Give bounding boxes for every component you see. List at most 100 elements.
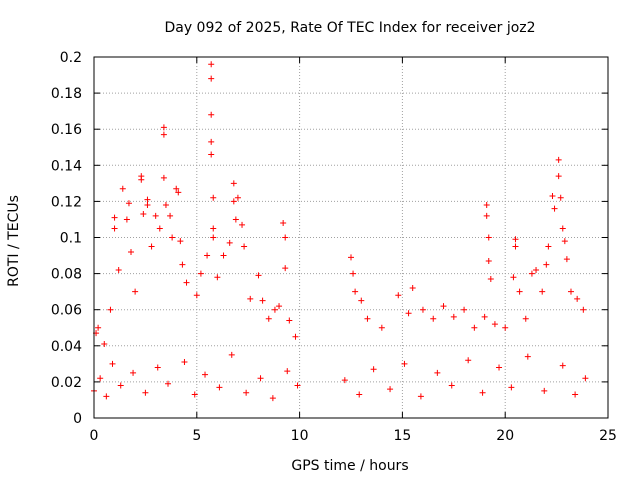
- data-point: [117, 382, 124, 389]
- data-point: [140, 211, 147, 218]
- data-point: [111, 225, 118, 232]
- data-point: [154, 364, 161, 371]
- data-point: [417, 393, 424, 400]
- data-point: [144, 202, 151, 209]
- data-point: [405, 310, 412, 317]
- data-point: [204, 252, 211, 259]
- data-point: [419, 306, 426, 313]
- data-point: [130, 369, 137, 376]
- data-point: [541, 387, 548, 394]
- data-point: [165, 380, 172, 387]
- y-tick-label: 0: [73, 411, 82, 427]
- data-point: [214, 274, 221, 281]
- data-point: [210, 234, 217, 241]
- data-point: [561, 238, 568, 245]
- data-point: [173, 185, 180, 192]
- data-point: [356, 391, 363, 398]
- data-point: [559, 225, 566, 232]
- data-point: [230, 180, 237, 187]
- data-points: [91, 61, 589, 402]
- tick-labels: 0 5 10 15 20 25 0 0.02 0.04 0.06 0.08 0.1 0.12 0.14 0.…: [51, 50, 617, 444]
- y-tick-label: 0.14: [51, 158, 82, 174]
- data-point: [294, 382, 301, 389]
- data-point: [208, 75, 215, 82]
- data-point: [479, 389, 486, 396]
- data-point: [226, 239, 233, 246]
- data-point: [167, 212, 174, 219]
- data-point: [522, 315, 529, 322]
- data-point: [533, 266, 540, 273]
- data-point: [123, 216, 130, 223]
- data-point: [430, 315, 437, 322]
- data-point: [183, 279, 190, 286]
- data-point: [341, 377, 348, 384]
- data-point: [512, 243, 519, 250]
- y-tick-label: 0.04: [51, 339, 82, 355]
- data-point: [259, 297, 266, 304]
- data-point: [516, 288, 523, 295]
- data-point: [210, 225, 217, 232]
- data-point: [502, 324, 509, 331]
- data-point: [481, 313, 488, 320]
- data-point: [208, 111, 215, 118]
- data-point: [387, 386, 394, 393]
- data-point: [284, 368, 291, 375]
- data-point: [496, 364, 503, 371]
- data-point: [580, 306, 587, 313]
- x-tick-label: 25: [599, 428, 617, 444]
- data-point: [555, 156, 562, 163]
- data-point: [234, 194, 241, 201]
- data-point: [95, 324, 102, 331]
- data-point: [512, 236, 519, 243]
- data-point: [276, 303, 283, 310]
- data-point: [220, 252, 227, 259]
- data-point: [524, 353, 531, 360]
- data-point: [160, 174, 167, 181]
- data-point: [483, 202, 490, 209]
- y-tick-label: 0.2: [60, 50, 82, 66]
- data-point: [197, 270, 204, 277]
- data-point: [148, 243, 155, 250]
- data-point: [97, 375, 104, 382]
- data-point: [378, 324, 385, 331]
- y-tick-label: 0.18: [51, 86, 82, 102]
- data-point: [144, 196, 151, 203]
- x-tick-label: 15: [393, 428, 411, 444]
- data-point: [448, 382, 455, 389]
- data-point: [434, 369, 441, 376]
- y-tick-label: 0.1: [60, 231, 82, 247]
- data-point: [138, 176, 145, 183]
- data-point: [119, 185, 126, 192]
- data-point: [160, 131, 167, 138]
- data-point: [559, 362, 566, 369]
- data-point: [208, 151, 215, 158]
- data-point: [483, 212, 490, 219]
- data-point: [232, 216, 239, 223]
- data-point: [364, 315, 371, 322]
- data-point: [255, 272, 262, 279]
- data-point: [471, 324, 478, 331]
- y-tick-label: 0.08: [51, 267, 82, 283]
- x-tick-label: 20: [496, 428, 514, 444]
- data-point: [247, 295, 254, 302]
- data-point: [271, 306, 278, 313]
- data-point: [132, 288, 139, 295]
- data-point: [243, 389, 250, 396]
- data-point: [208, 138, 215, 145]
- data-point: [257, 375, 264, 382]
- data-point: [175, 189, 182, 196]
- data-point: [156, 225, 163, 232]
- y-axis-label: ROTI / TECUs: [6, 195, 22, 287]
- data-point: [125, 200, 132, 207]
- data-point: [543, 261, 550, 268]
- data-point: [539, 288, 546, 295]
- data-point: [465, 357, 472, 364]
- data-point: [563, 256, 570, 263]
- data-point: [286, 317, 293, 324]
- data-point: [103, 393, 110, 400]
- data-point: [551, 205, 558, 212]
- y-tick-label: 0.06: [51, 303, 82, 319]
- x-tick-label: 0: [90, 428, 99, 444]
- data-point: [461, 306, 468, 313]
